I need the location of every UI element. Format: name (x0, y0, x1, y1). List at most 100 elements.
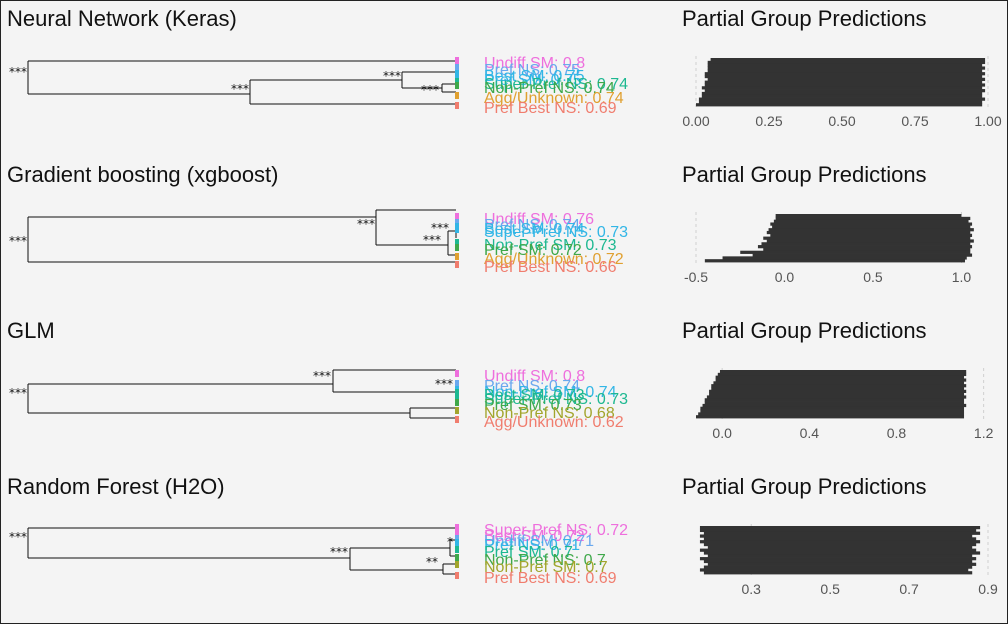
leaf-marker (455, 389, 459, 396)
leaf-marker (455, 393, 459, 400)
leaf-marker (455, 261, 459, 268)
prediction-bar (715, 375, 965, 379)
prediction-bar (766, 230, 971, 235)
x-tick-label: 1.0 (952, 269, 972, 285)
prediction-bar (770, 233, 973, 237)
prediction-bar (775, 214, 962, 218)
leaf-label: Super-Pref NS: 0.74 (484, 76, 628, 93)
leaf-label: Non-Pref NS: 0.7 (484, 552, 606, 569)
prediction-bar (699, 526, 981, 530)
significance-stars: *** (313, 369, 331, 383)
prediction-bar (699, 540, 981, 544)
leaf-label: Super-Pref NS: 0.73 (484, 224, 628, 241)
leaf-marker (455, 416, 459, 423)
prediction-bar (752, 253, 973, 257)
prediction-bar (707, 60, 986, 65)
significance-stars: *** (9, 530, 27, 544)
leaf-label: Agg/Unknown: 0.62 (484, 414, 624, 431)
leaf-marker (455, 64, 459, 71)
prediction-bar (703, 559, 973, 564)
prediction-bar (766, 239, 974, 243)
leaf-marker (455, 226, 459, 233)
model-title: Neural Network (Keras) (7, 6, 237, 31)
leaf-marker (455, 546, 459, 553)
prediction-bar (707, 63, 983, 67)
significance-stars: *** (9, 386, 27, 400)
bar-chart-title: Partial Group Predictions (682, 6, 927, 31)
leaf-label: Best SM: 0.74 (484, 221, 585, 238)
x-tick-label: 0.50 (828, 113, 855, 129)
prediction-bar (701, 94, 983, 98)
prediction-bar (709, 392, 965, 396)
x-tick-label: 0.00 (682, 113, 709, 129)
prediction-bar (704, 74, 983, 79)
leaf-marker (455, 102, 459, 109)
prediction-bar (773, 219, 969, 223)
leaf-label: Agg/Unknown: 0.74 (484, 90, 624, 107)
leaf-label: Pref SM: 0.75 (484, 72, 582, 89)
prediction-bar (703, 537, 977, 541)
prediction-bar (703, 542, 977, 547)
leaf-marker (455, 70, 459, 77)
leaf-marker (455, 82, 459, 89)
leaf-label: Best SM: 0.75 (484, 68, 585, 85)
significance-stars: *** (231, 82, 249, 96)
prediction-bar (703, 551, 981, 555)
leaf-label: Non-Pref NS: 0.74 (484, 80, 615, 97)
leaf-label: Non-Pref SM: 0.74 (484, 384, 617, 401)
leaf-marker (455, 561, 459, 568)
prediction-bar (699, 557, 977, 561)
leaf-label: Pref SM: 0.7 (484, 544, 573, 561)
prediction-bar (703, 565, 973, 569)
prediction-bar (696, 103, 983, 107)
significance-stars: *** (9, 234, 27, 248)
prediction-bar (775, 216, 971, 221)
leaf-label: Super-Pref NS: 0.73 (484, 391, 628, 408)
leaf-label: Pref Best NS: 0.66 (484, 259, 617, 276)
prediction-bar (770, 222, 973, 226)
leaf-marker (455, 253, 459, 260)
prediction-bar (707, 554, 973, 558)
prediction-bar (703, 571, 973, 575)
leaf-marker (455, 244, 459, 251)
prediction-bar (710, 58, 986, 62)
leaf-label: Undiff SM: 0.76 (484, 211, 594, 228)
prediction-bar (698, 97, 986, 101)
prediction-bar (700, 409, 965, 413)
leaf-marker (455, 78, 459, 85)
prediction-bar (698, 412, 965, 416)
prediction-bar (701, 91, 983, 96)
prediction-bar (704, 89, 986, 93)
leaf-marker (455, 524, 459, 531)
leaf-label: Super-Pref NS: 0.72 (484, 522, 628, 539)
leaf-marker (455, 539, 459, 546)
prediction-bar (768, 228, 974, 232)
significance-stars: *** (357, 217, 375, 231)
leaf-label: Pref NS: 0.75 (484, 62, 580, 79)
prediction-bar (740, 250, 971, 254)
x-tick-label: 0.5 (863, 269, 883, 285)
significance-stars: *** (330, 545, 348, 559)
x-tick-label: 0.5 (820, 581, 840, 597)
prediction-bar (717, 372, 967, 377)
x-tick-label: 0.0 (712, 425, 732, 441)
prediction-bar (704, 401, 965, 405)
leaf-marker (455, 399, 459, 406)
leaf-label: Undiff SM: 0.8 (484, 368, 585, 385)
leaf-marker (455, 407, 459, 414)
model-title: Random Forest (H2O) (7, 474, 225, 499)
leaf-label: Pref Best NS: 0.69 (484, 100, 617, 117)
leaf-marker (455, 380, 459, 387)
leaf-label: Pref SM: 0.72 (484, 242, 582, 259)
prediction-bar (707, 77, 986, 81)
leaf-marker (455, 74, 459, 81)
leaf-label: Best SM: 0.73 (484, 387, 585, 404)
prediction-bar (704, 80, 983, 84)
leaf-label: Non-Pref SM: 0.7 (484, 559, 608, 576)
leaf-label: Agg/Unknown: 0.72 (484, 251, 624, 268)
prediction-bar (709, 389, 967, 393)
leaf-marker (455, 213, 459, 220)
